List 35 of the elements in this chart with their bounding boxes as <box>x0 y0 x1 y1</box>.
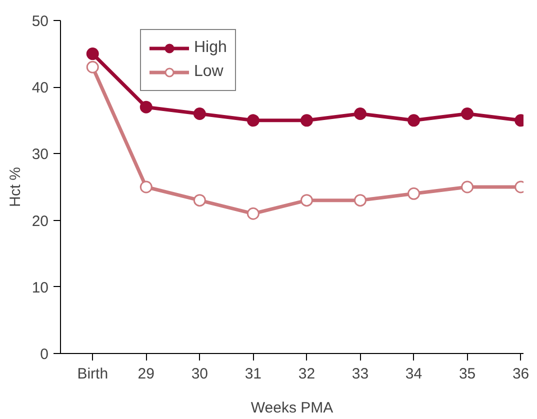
legend-label: Low <box>194 63 224 81</box>
x-tick-label: 31 <box>244 366 262 382</box>
y-axis-title: Hct % <box>6 166 24 207</box>
point <box>140 100 152 114</box>
x-tick-label: 32 <box>298 366 316 382</box>
point <box>354 194 366 207</box>
point <box>461 108 474 120</box>
point <box>193 194 206 207</box>
y-tick-label: 0 <box>40 346 48 363</box>
y-tick-label: 40 <box>32 80 49 97</box>
point <box>193 108 206 120</box>
point <box>354 108 366 120</box>
x-tick-label: 34 <box>405 366 422 382</box>
point <box>86 60 99 74</box>
x-tick-label: 30 <box>191 366 208 382</box>
point <box>246 207 260 220</box>
legend-label: High <box>194 39 227 57</box>
y-tick-label: 10 <box>32 279 49 296</box>
point <box>461 180 474 194</box>
y-tick-label: 50 <box>32 13 49 30</box>
x-tick-label: 35 <box>458 366 476 382</box>
y-tick-label: 20 <box>32 212 49 230</box>
point <box>408 187 420 200</box>
point <box>408 114 420 127</box>
point <box>140 180 152 194</box>
x-axis-title: Weeks PMA <box>250 400 334 416</box>
point <box>300 114 313 127</box>
x-tick-label: Birth <box>77 366 108 382</box>
y-tick-label: 30 <box>32 146 49 164</box>
x-tick-label: 33 <box>352 366 369 382</box>
x-tick-label: 29 <box>138 366 154 382</box>
point <box>86 48 99 60</box>
x-tick-label: 36 <box>512 366 530 382</box>
point <box>300 194 313 207</box>
point <box>246 114 260 127</box>
